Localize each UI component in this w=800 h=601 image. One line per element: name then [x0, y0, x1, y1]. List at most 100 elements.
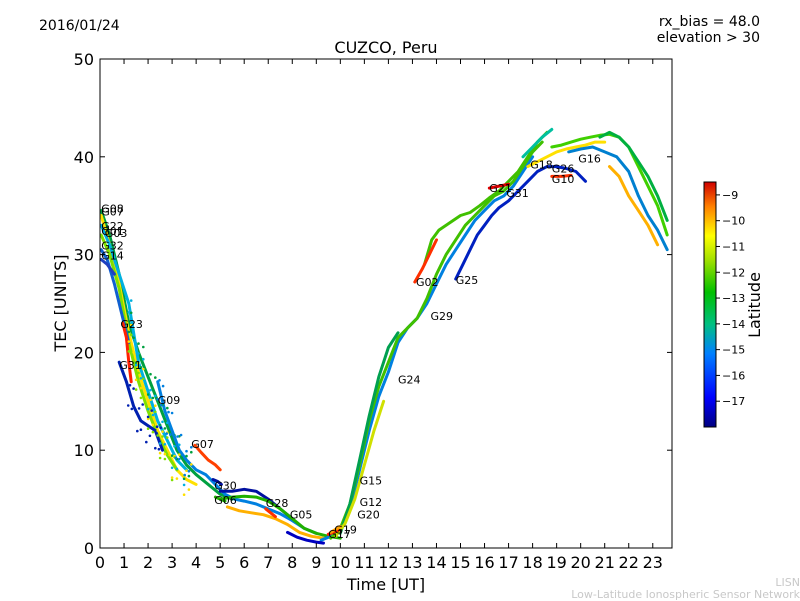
- colorbar-tick-label: −17: [722, 395, 745, 408]
- satellite-label: G10: [552, 173, 575, 186]
- satellite-label: G22: [101, 220, 124, 233]
- track-g29: [423, 130, 549, 266]
- track-point: [146, 393, 150, 396]
- track-point: [127, 311, 131, 314]
- track-point: [192, 481, 195, 485]
- colorbar-tick-label: −11: [722, 240, 745, 253]
- satellite-label: G26: [552, 162, 575, 175]
- track-point: [152, 428, 155, 431]
- track-g15: [338, 331, 400, 535]
- y-axis-label: TEC [UNITS]: [51, 255, 70, 353]
- track-point: [146, 417, 150, 421]
- track-point: [178, 453, 181, 456]
- colorbar-ticks: −9 −10 −11 −12 −13 −14 −15 −16 −17: [716, 189, 745, 408]
- track-point: [137, 361, 140, 365]
- track-g21: [487, 182, 511, 190]
- x-tick-label: 20: [570, 553, 590, 572]
- track-point: [137, 352, 140, 355]
- track-point: [170, 411, 174, 415]
- track-point: [137, 371, 140, 375]
- track-point: [142, 367, 145, 371]
- track-point: [146, 407, 150, 411]
- track-g23: [121, 321, 133, 384]
- satellite-label: G24: [398, 374, 421, 387]
- chart-title: CUZCO, Peru: [334, 38, 438, 57]
- track-point: [156, 400, 159, 403]
- track-point: [156, 434, 159, 437]
- y-axis-ticks: 0 10 20 30 40 50: [74, 50, 672, 558]
- track-g28: [264, 507, 277, 519]
- track-point: [142, 357, 145, 361]
- track-point: [128, 383, 132, 387]
- x-tick-label: 7: [263, 553, 273, 572]
- x-tick-label: 11: [354, 553, 374, 572]
- track-point: [165, 432, 168, 435]
- track-g16b: [567, 145, 669, 252]
- track-g26: [526, 140, 607, 169]
- track-point: [160, 403, 163, 407]
- track-g31b: [598, 130, 669, 222]
- track-point: [170, 476, 174, 479]
- x-tick-label: 16: [474, 553, 494, 572]
- track-point: [161, 420, 164, 424]
- track-point: [151, 430, 155, 434]
- track-point: [144, 392, 147, 396]
- colorbar-tick-label: −16: [722, 369, 745, 382]
- x-tick-label: 17: [498, 553, 518, 572]
- track-point: [143, 422, 146, 425]
- track-g10b: [608, 165, 660, 247]
- track-point: [154, 404, 157, 408]
- track-g06t: [218, 494, 342, 540]
- colorbar-label: Latitude: [745, 272, 764, 338]
- track-point: [159, 426, 162, 430]
- track-point: [154, 376, 157, 379]
- x-tick-label: 9: [311, 553, 321, 572]
- satellite-label: G32: [101, 240, 124, 253]
- track-point: [158, 379, 161, 382]
- track-point: [158, 442, 162, 445]
- track-point: [174, 456, 177, 460]
- satellite-label: G16: [578, 153, 601, 166]
- satellite-label: G08: [101, 203, 124, 216]
- track-point: [156, 429, 159, 432]
- track-g05: [286, 530, 325, 545]
- track-point: [182, 493, 186, 497]
- track-point: [149, 372, 152, 376]
- y-tick-label: 10: [74, 441, 94, 460]
- track-point: [127, 340, 131, 343]
- track-point: [175, 477, 179, 480]
- x-axis-label: Time [UT]: [346, 575, 425, 594]
- track-point: [166, 406, 169, 410]
- track-point: [139, 428, 143, 432]
- track-point: [149, 407, 152, 410]
- credit-long: Low-Latitude Ionospheric Sensor Network: [571, 588, 800, 601]
- track-g10: [550, 173, 573, 178]
- track-point: [136, 429, 139, 433]
- y-tick-label: 0: [84, 539, 94, 558]
- track-point: [139, 366, 143, 369]
- track-g07b: [100, 214, 198, 486]
- track-point: [139, 377, 143, 380]
- track-g25: [454, 165, 587, 281]
- y-tick-label: 50: [74, 50, 94, 69]
- satellite-label: G03: [105, 227, 128, 240]
- colorbar-tick-label: −13: [722, 292, 745, 305]
- track-point: [170, 466, 174, 470]
- track-point: [149, 398, 152, 402]
- track-g02: [413, 238, 438, 284]
- track-point: [163, 452, 167, 456]
- track-point: [156, 398, 159, 401]
- satellite-label: G06: [214, 494, 237, 507]
- colorbar-tick-label: −10: [722, 215, 745, 228]
- track-point: [142, 345, 145, 349]
- x-tick-label: 1: [119, 553, 129, 572]
- satellite-label: G25: [456, 274, 479, 287]
- colorbar-tick-label: −12: [722, 266, 745, 279]
- track-g09: [156, 380, 318, 535]
- track-point: [190, 446, 193, 449]
- track-point: [126, 404, 130, 407]
- x-axis-ticks: 0 1 2 3 4 5 6 7 8 9 10 11 12 13 14 15 16 17 18 19 20 21 22 23: [95, 59, 663, 572]
- track-g16: [550, 132, 669, 237]
- track-point: [134, 361, 138, 365]
